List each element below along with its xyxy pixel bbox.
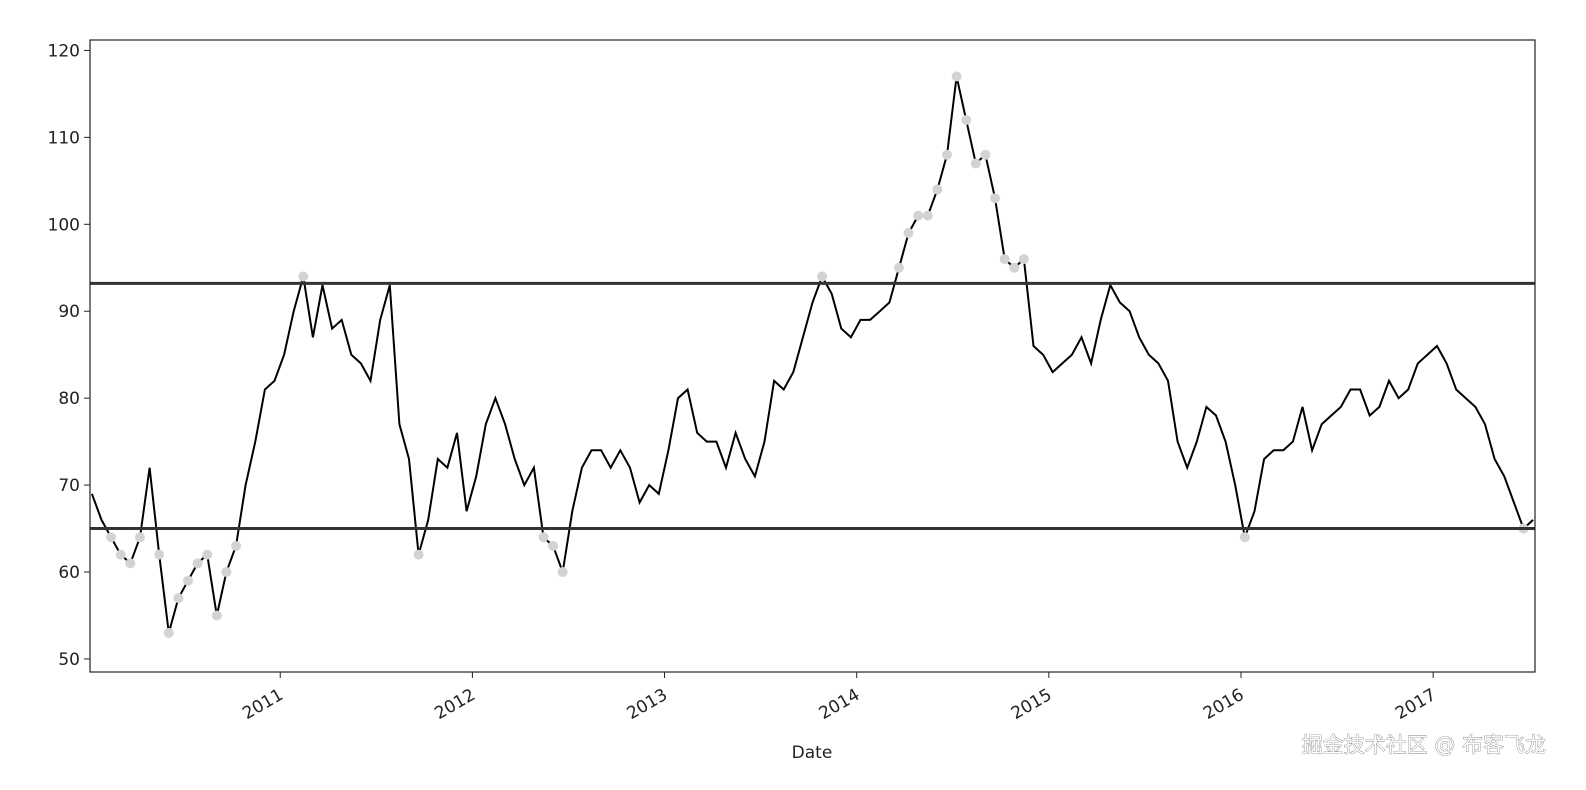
x-tick-label: 2014 <box>816 685 863 724</box>
y-tick-label: 100 <box>48 215 80 235</box>
highlight-point <box>557 567 568 578</box>
x-tick-label: 2015 <box>1008 685 1055 724</box>
y-tick-label: 70 <box>58 476 80 496</box>
highlight-point <box>154 549 165 560</box>
highlight-point <box>115 549 126 560</box>
highlight-point <box>990 193 1001 204</box>
highlight-point <box>951 71 962 82</box>
highlight-point <box>182 575 193 586</box>
x-axis-label: Date <box>792 743 833 763</box>
y-tick-label: 50 <box>58 650 80 670</box>
highlight-point <box>970 158 981 169</box>
y-tick-label: 90 <box>58 302 80 322</box>
highlight-point <box>221 567 232 578</box>
highlight-point <box>548 540 559 551</box>
x-tick-label: 2016 <box>1200 685 1247 724</box>
highlight-point <box>413 549 424 560</box>
y-tick-label: 60 <box>58 563 80 583</box>
highlight-point <box>106 532 117 543</box>
highlight-point <box>961 114 972 125</box>
highlight-point <box>1009 262 1020 273</box>
highlight-point <box>231 540 242 551</box>
x-tick-label: 2017 <box>1392 685 1439 724</box>
x-tick-label: 2012 <box>431 685 478 724</box>
highlight-point <box>893 262 904 273</box>
watermark: 掘金技术社区 @ 布客飞龙 <box>1302 733 1546 757</box>
highlight-point <box>913 210 924 221</box>
x-tick-label: 2011 <box>239 685 286 724</box>
highlight-point <box>1239 532 1250 543</box>
highlight-point <box>298 271 309 282</box>
highlight-point <box>932 184 943 195</box>
highlight-point <box>1018 254 1029 265</box>
x-tick-label: 2013 <box>624 685 671 724</box>
y-tick-label: 80 <box>58 389 80 409</box>
line-series <box>90 76 1534 634</box>
highlight-point <box>999 254 1010 265</box>
y-tick-label: 110 <box>48 128 80 148</box>
highlight-point <box>134 532 145 543</box>
highlight-point <box>942 149 953 160</box>
highlight-point <box>202 549 213 560</box>
highlight-point <box>211 610 222 621</box>
highlight-point <box>903 227 914 238</box>
highlight-point <box>163 627 174 638</box>
y-tick-label: 120 <box>48 41 80 61</box>
highlight-point <box>538 532 549 543</box>
highlight-point <box>922 210 933 221</box>
plot-frame <box>89 39 1536 673</box>
highlight-point <box>125 558 136 569</box>
highlight-point <box>817 271 828 282</box>
highlight-point <box>980 149 991 160</box>
highlight-point <box>173 593 184 604</box>
highlight-point <box>192 558 203 569</box>
